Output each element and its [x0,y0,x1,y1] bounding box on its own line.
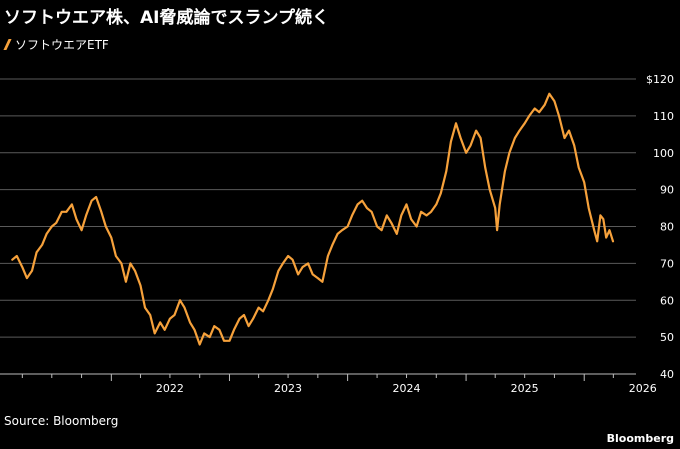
y-tick-label: 40 [660,368,674,381]
y-tick-label: 60 [660,294,674,307]
chart-title: ソフトウエア株、AI脅威論でスランプ続く [4,8,329,28]
y-tick-label: 110 [653,110,674,123]
y-tick-label: $120 [646,73,674,86]
series-layer [11,92,615,346]
grid-lines [0,78,636,338]
y-tick-label: 90 [660,184,674,197]
legend: ソフトウエアETF [3,36,109,53]
y-tick-label: 50 [660,331,674,344]
source-note: Source: Bloomberg [4,414,119,428]
x-axis: 2022 2023 2024 2025 2026 [0,373,657,395]
y-tick-label: 70 [660,257,674,270]
x-tick-label: 2023 [274,382,302,395]
y-tick-label: 80 [660,221,674,234]
legend-label: ソフトウエアETF [15,38,109,52]
series-line [11,92,615,346]
x-tick-label: 2025 [511,382,539,395]
brand-logo: Bloomberg [606,432,674,445]
x-tick-label: 2024 [393,382,421,395]
x-tick-label: 2026 [629,382,657,395]
y-tick-label: 100 [653,147,674,160]
y-axis: $120 110 100 90 80 70 60 50 40 [646,73,674,381]
x-tick-label: 2022 [156,382,184,395]
